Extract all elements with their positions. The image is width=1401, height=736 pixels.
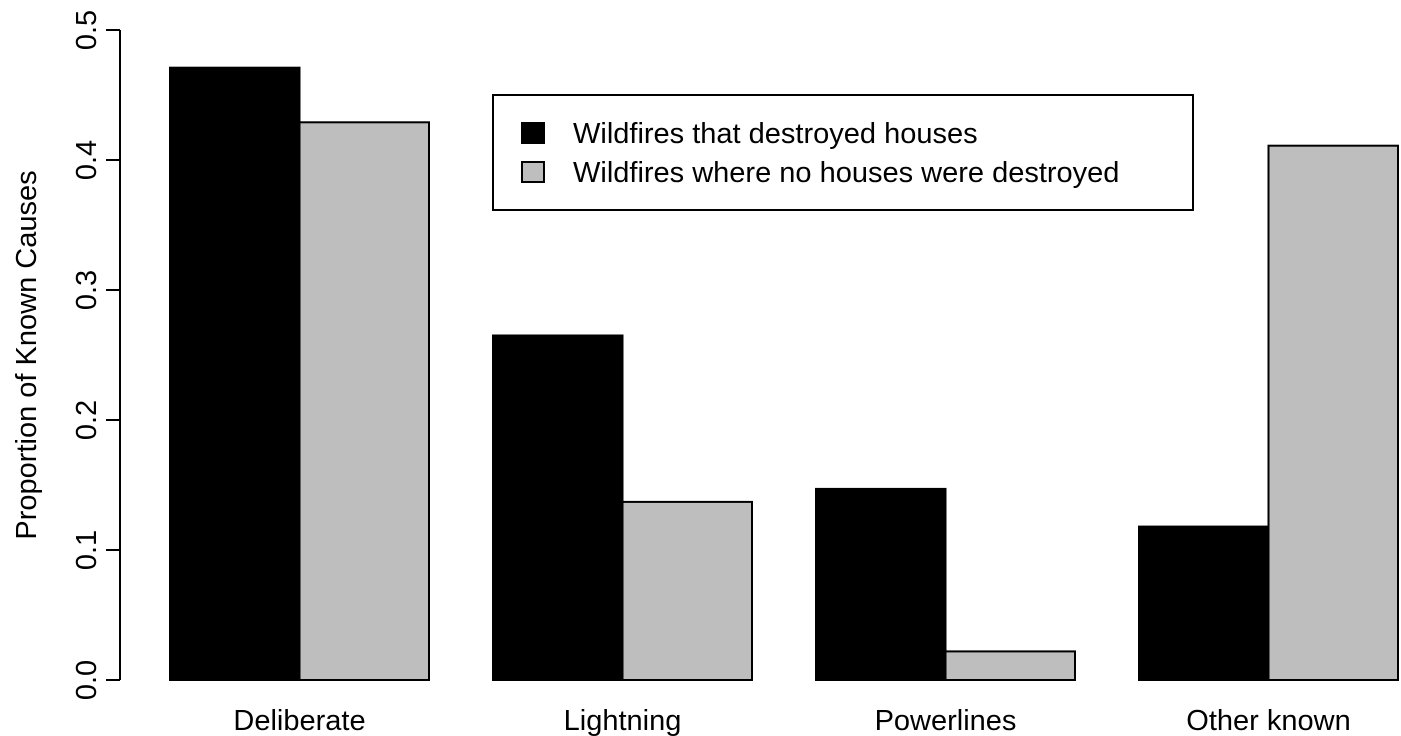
bar-other-known-series-2 [1267, 144, 1399, 681]
category-label: Other known [1186, 705, 1350, 736]
y-tick-label: 0.4 [71, 140, 103, 180]
legend-box [492, 94, 1194, 211]
y-axis: 0.0 0.1 0.2 0.3 0.4 0.5 [71, 10, 121, 700]
bar-powerlines-series-1 [815, 487, 947, 681]
category-labels: Deliberate Lightning Powerlines Other known [233, 705, 1350, 736]
y-tick-label: 0.5 [71, 10, 103, 50]
legend-swatch [521, 161, 545, 183]
y-tick-label: 0.0 [71, 660, 103, 700]
category-label: Powerlines [875, 705, 1017, 736]
legend-entry: Wildfires that destroyed houses [573, 118, 978, 150]
bar-deliberate-series-2 [298, 121, 430, 682]
bar-deliberate-series-1 [169, 66, 301, 681]
bar-powerlines-series-2 [944, 650, 1076, 682]
bars-group [169, 66, 1399, 682]
legend-swatch [521, 122, 545, 144]
bar-other-known-series-1 [1138, 525, 1270, 681]
y-tick-label: 0.1 [71, 530, 103, 570]
category-label: Deliberate [233, 705, 365, 736]
legend-entry: Wildfires where no houses were destroyed [573, 157, 1119, 189]
bar-lightning-series-1 [492, 334, 624, 681]
category-label: Lightning [564, 705, 682, 736]
bar-lightning-series-2 [621, 500, 753, 681]
y-tick-label: 0.2 [71, 400, 103, 440]
legend: Wildfires that destroyed houses Wildfires… [492, 94, 1194, 211]
y-axis-label: Proportion of Known Causes [11, 170, 43, 539]
y-tick-label: 0.3 [71, 270, 103, 310]
